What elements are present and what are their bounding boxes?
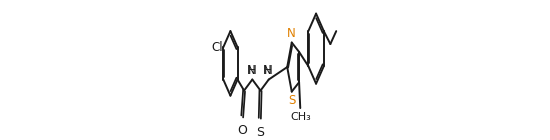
Text: S: S (288, 94, 295, 107)
Text: O: O (237, 124, 247, 137)
Text: H: H (265, 64, 273, 77)
Text: N: N (263, 64, 272, 77)
Text: N: N (287, 27, 296, 40)
Text: S: S (256, 126, 264, 139)
Text: CH₃: CH₃ (290, 112, 311, 122)
Text: N: N (246, 64, 255, 77)
Text: H: H (248, 64, 257, 77)
Text: Cl: Cl (211, 41, 223, 54)
